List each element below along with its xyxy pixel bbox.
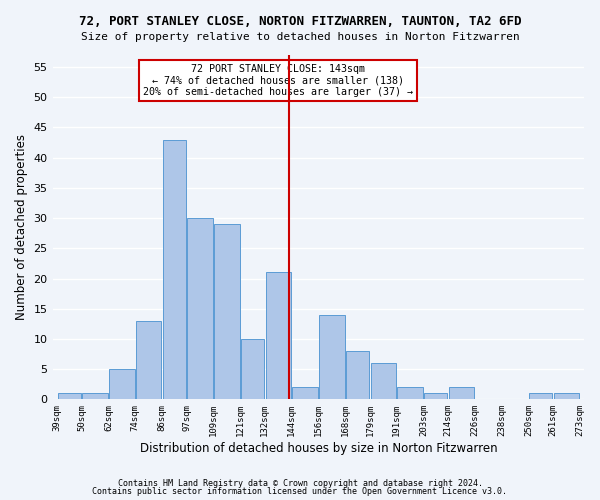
Bar [109,369,134,400]
Text: 72 PORT STANLEY CLOSE: 143sqm
← 74% of detached houses are smaller (138)
20% of : 72 PORT STANLEY CLOSE: 143sqm ← 74% of d… [143,64,413,98]
Bar [136,321,161,400]
Text: Contains HM Land Registry data © Crown copyright and database right 2024.: Contains HM Land Registry data © Crown c… [118,478,482,488]
Bar [82,394,108,400]
Bar [58,394,81,400]
Bar [292,388,318,400]
Bar [187,218,213,400]
Bar [214,224,239,400]
Bar [371,363,396,400]
Bar [424,394,448,400]
Bar [319,315,344,400]
Bar [163,140,186,400]
Bar [266,272,291,400]
Text: Size of property relative to detached houses in Norton Fitzwarren: Size of property relative to detached ho… [80,32,520,42]
Text: Contains public sector information licensed under the Open Government Licence v3: Contains public sector information licen… [92,487,508,496]
Bar [529,394,553,400]
Bar [449,388,474,400]
Bar [397,388,423,400]
Text: 72, PORT STANLEY CLOSE, NORTON FITZWARREN, TAUNTON, TA2 6FD: 72, PORT STANLEY CLOSE, NORTON FITZWARRE… [79,15,521,28]
X-axis label: Distribution of detached houses by size in Norton Fitzwarren: Distribution of detached houses by size … [140,442,497,455]
Y-axis label: Number of detached properties: Number of detached properties [15,134,28,320]
Bar [241,339,264,400]
Bar [346,351,369,400]
Bar [554,394,579,400]
